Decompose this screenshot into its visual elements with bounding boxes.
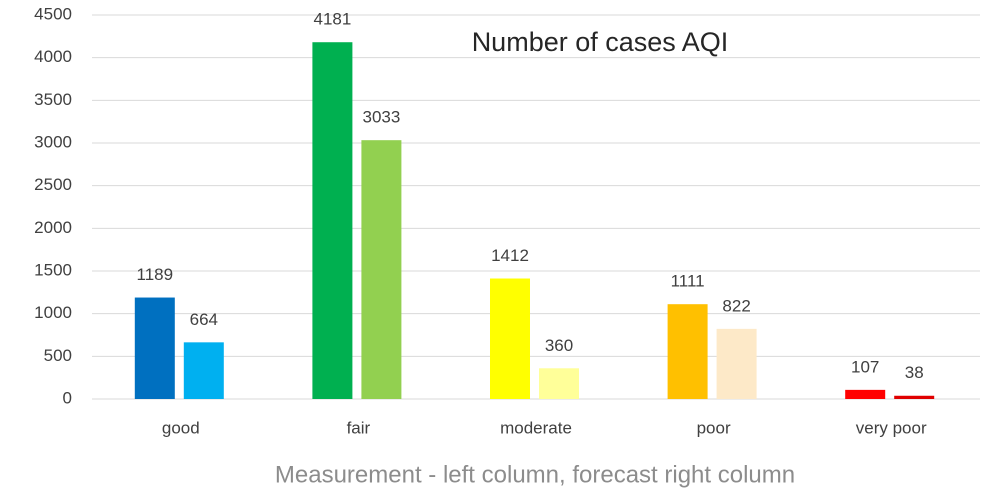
bar: [539, 368, 579, 399]
bar: [716, 328, 757, 399]
data-label: 3033: [362, 108, 400, 127]
y-tick-label: 500: [44, 346, 72, 365]
data-label: 107: [851, 357, 879, 376]
y-tick-label: 1000: [34, 303, 72, 322]
x-axis-label: Measurement - left column, forecast righ…: [275, 461, 795, 488]
data-label: 822: [722, 296, 750, 315]
data-label: 360: [545, 336, 573, 355]
y-tick-label: 1500: [34, 260, 72, 279]
bar: [361, 140, 402, 399]
bar: [490, 278, 530, 399]
chart-title: Number of cases AQI: [472, 27, 729, 57]
bar: [667, 304, 708, 399]
bar: [845, 389, 886, 399]
x-tick-label: fair: [347, 418, 371, 437]
y-tick-label: 0: [63, 388, 72, 407]
y-tick-label: 2000: [34, 218, 72, 237]
y-tick-label: 2500: [34, 175, 72, 194]
data-label: 1412: [491, 246, 529, 265]
bar: [183, 342, 224, 399]
bar: [894, 395, 935, 399]
y-tick-label: 3500: [34, 90, 72, 109]
x-tick-label: poor: [697, 418, 731, 437]
x-tick-label: very poor: [856, 418, 927, 437]
data-label: 38: [905, 363, 924, 382]
bar: [134, 297, 175, 399]
bar: [312, 42, 353, 399]
x-tick-label: moderate: [500, 418, 572, 437]
y-tick-label: 4000: [34, 47, 72, 66]
data-label: 1111: [671, 272, 705, 291]
y-tick-label: 4500: [34, 4, 72, 23]
data-label: 4181: [313, 10, 351, 29]
data-label: 1189: [137, 265, 174, 284]
data-label: 664: [190, 310, 218, 329]
x-tick-label: good: [162, 418, 200, 437]
y-tick-label: 3000: [34, 132, 72, 151]
